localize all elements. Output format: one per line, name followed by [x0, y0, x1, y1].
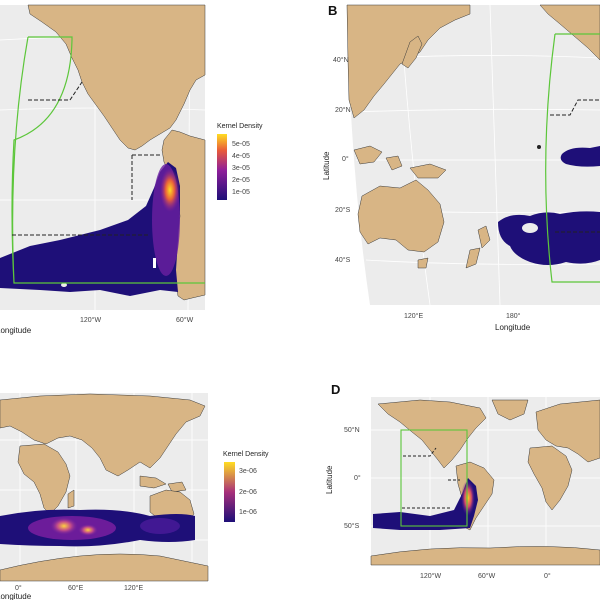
panel-b-japan — [401, 35, 423, 69]
panel-a-study-box — [11, 36, 205, 284]
panel-b-xlabel: Longitude — [495, 323, 531, 332]
panel-c-xtick-1: 60°E — [68, 584, 84, 592]
panel-a-legend-label-1: 4e-05 — [232, 153, 250, 160]
panel-a-legend-label-4: 1e-05 — [232, 189, 250, 196]
panel-c-eurasia — [0, 393, 206, 477]
panel-d-density-band — [373, 478, 478, 530]
panel-d-antarctica — [370, 546, 600, 566]
panel-b-dashed-boundary — [550, 99, 600, 233]
panel-d-label: D — [331, 382, 340, 397]
panel-a-legend-label-2: 3e-05 — [232, 165, 250, 172]
panel-b-australia — [357, 179, 445, 253]
panel-c-legend-label-0: 3e-06 — [239, 468, 257, 475]
panel-c-xtick-0: 0° — [15, 584, 22, 592]
panel-b-label: B — [328, 3, 337, 18]
panel-b-new-zealand — [465, 225, 491, 269]
panel-d-xtick-1: 60°W — [478, 572, 496, 580]
panel-b: B 40°N 20°N 0° 20°S 40°S Latitude 120°E … — [322, 3, 600, 332]
panel-c-sea-islands — [139, 475, 187, 493]
panel-a-legend: Kernel Density 5e-05 4e-05 3e-05 2e-05 1… — [217, 123, 263, 200]
panel-b-tasmania — [417, 257, 429, 269]
panel-a-density-field — [0, 162, 180, 296]
panel-a-density-hole — [61, 283, 67, 287]
panel-b-north-america-edge — [539, 4, 600, 61]
panel-b-study-box — [545, 33, 600, 283]
panel-d-ytick-0: 50°N — [344, 426, 360, 434]
panel-c-density-hotspot-1 — [50, 517, 78, 535]
panel-d-eurasia — [535, 399, 600, 463]
panel-d-north-america — [377, 399, 487, 469]
panel-b-ytick-0: 40°N — [333, 56, 349, 64]
panel-c-legend-label-2: 1e-06 — [239, 509, 257, 516]
panel-c: 0° 60°E 120°E Longitude Kernel Density 3… — [0, 393, 269, 600]
panel-d-density-hotspot — [461, 480, 475, 516]
panel-b-ylabel: Latitude — [322, 151, 331, 180]
panel-b-ytick-1: 20°N — [335, 106, 351, 114]
panel-c-antarctica — [0, 553, 209, 582]
panel-a-legend-bar — [217, 134, 227, 200]
panel-a-xtick-0: 120°W — [80, 316, 101, 324]
panel-c-legend-label-1: 2e-06 — [239, 489, 257, 496]
panel-c-legend-bar — [224, 462, 235, 522]
panel-b-island-marker — [537, 145, 541, 149]
panel-d-dashed-boundary — [402, 447, 460, 509]
panel-d: D 50°N 0° 50°S Latitude 120°W 60°W 0° — [325, 382, 600, 580]
panel-c-density-hotspot-2 — [78, 524, 98, 536]
panel-b-graticule — [349, 4, 600, 306]
panel-a-xtick-1: 60°W — [176, 316, 194, 324]
panel-b-ytick-2: 0° — [342, 155, 349, 163]
panel-a-density-island — [153, 258, 156, 268]
panel-d-xtick-2: 0° — [544, 572, 551, 580]
panel-c-legend-title: Kernel Density — [223, 451, 269, 458]
panel-b-density-south — [498, 211, 600, 265]
panel-b-xtick-0: 120°E — [404, 312, 423, 320]
panel-a-legend-title: Kernel Density — [217, 123, 263, 130]
panel-b-ytick-4: 40°S — [335, 256, 351, 264]
panel-c-madagascar — [67, 489, 75, 509]
panel-d-study-box — [400, 429, 468, 527]
panel-a: 120°W 60°W Longitude Kernel Density 5e-0… — [0, 4, 263, 335]
panel-b-density-hole — [522, 223, 538, 233]
panel-a-xlabel: Longitude — [0, 326, 32, 335]
panel-c-xlabel: Longitude — [0, 592, 32, 600]
panel-a-legend-label-0: 5e-05 — [232, 141, 250, 148]
panel-a-dashed-boundary — [12, 81, 160, 236]
panel-c-legend: Kernel Density 3e-06 2e-06 1e-06 — [223, 451, 269, 522]
panel-b-indonesia — [353, 145, 447, 179]
panel-d-ytick-1: 0° — [354, 474, 361, 482]
panel-b-asia — [346, 4, 471, 119]
panel-b-density-north — [560, 146, 600, 167]
panel-a-legend-label-3: 2e-05 — [232, 177, 250, 184]
panel-d-xtick-0: 120°W — [420, 572, 441, 580]
panel-d-ylabel: Latitude — [325, 465, 334, 494]
panel-b-ytick-3: 20°S — [335, 206, 351, 214]
panel-b-xtick-1: 180° — [506, 312, 521, 320]
panel-d-greenland — [491, 399, 529, 421]
panel-a-density-hotspot — [160, 168, 180, 212]
panel-d-ytick-2: 50°S — [344, 522, 360, 530]
panel-c-xtick-2: 120°E — [124, 584, 143, 592]
panel-d-africa — [527, 445, 573, 511]
panel-c-density-east — [140, 518, 180, 534]
